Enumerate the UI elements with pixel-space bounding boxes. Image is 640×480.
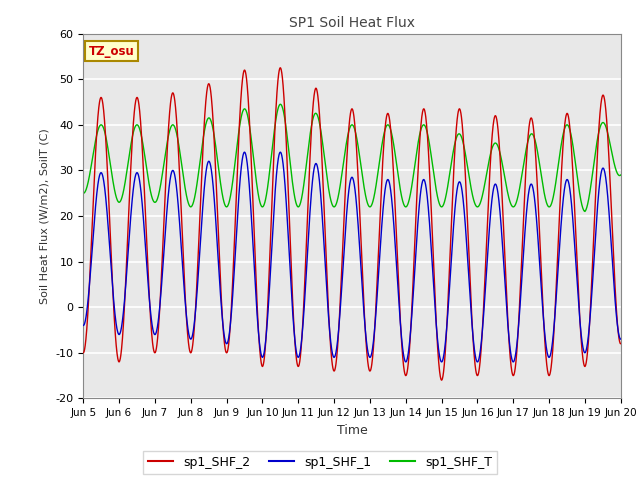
- X-axis label: Time: Time: [337, 424, 367, 437]
- Title: SP1 Soil Heat Flux: SP1 Soil Heat Flux: [289, 16, 415, 30]
- Legend: sp1_SHF_2, sp1_SHF_1, sp1_SHF_T: sp1_SHF_2, sp1_SHF_1, sp1_SHF_T: [143, 451, 497, 474]
- Y-axis label: Soil Heat Flux (W/m2), SoilT (C): Soil Heat Flux (W/m2), SoilT (C): [40, 128, 50, 304]
- Text: TZ_osu: TZ_osu: [88, 45, 134, 58]
